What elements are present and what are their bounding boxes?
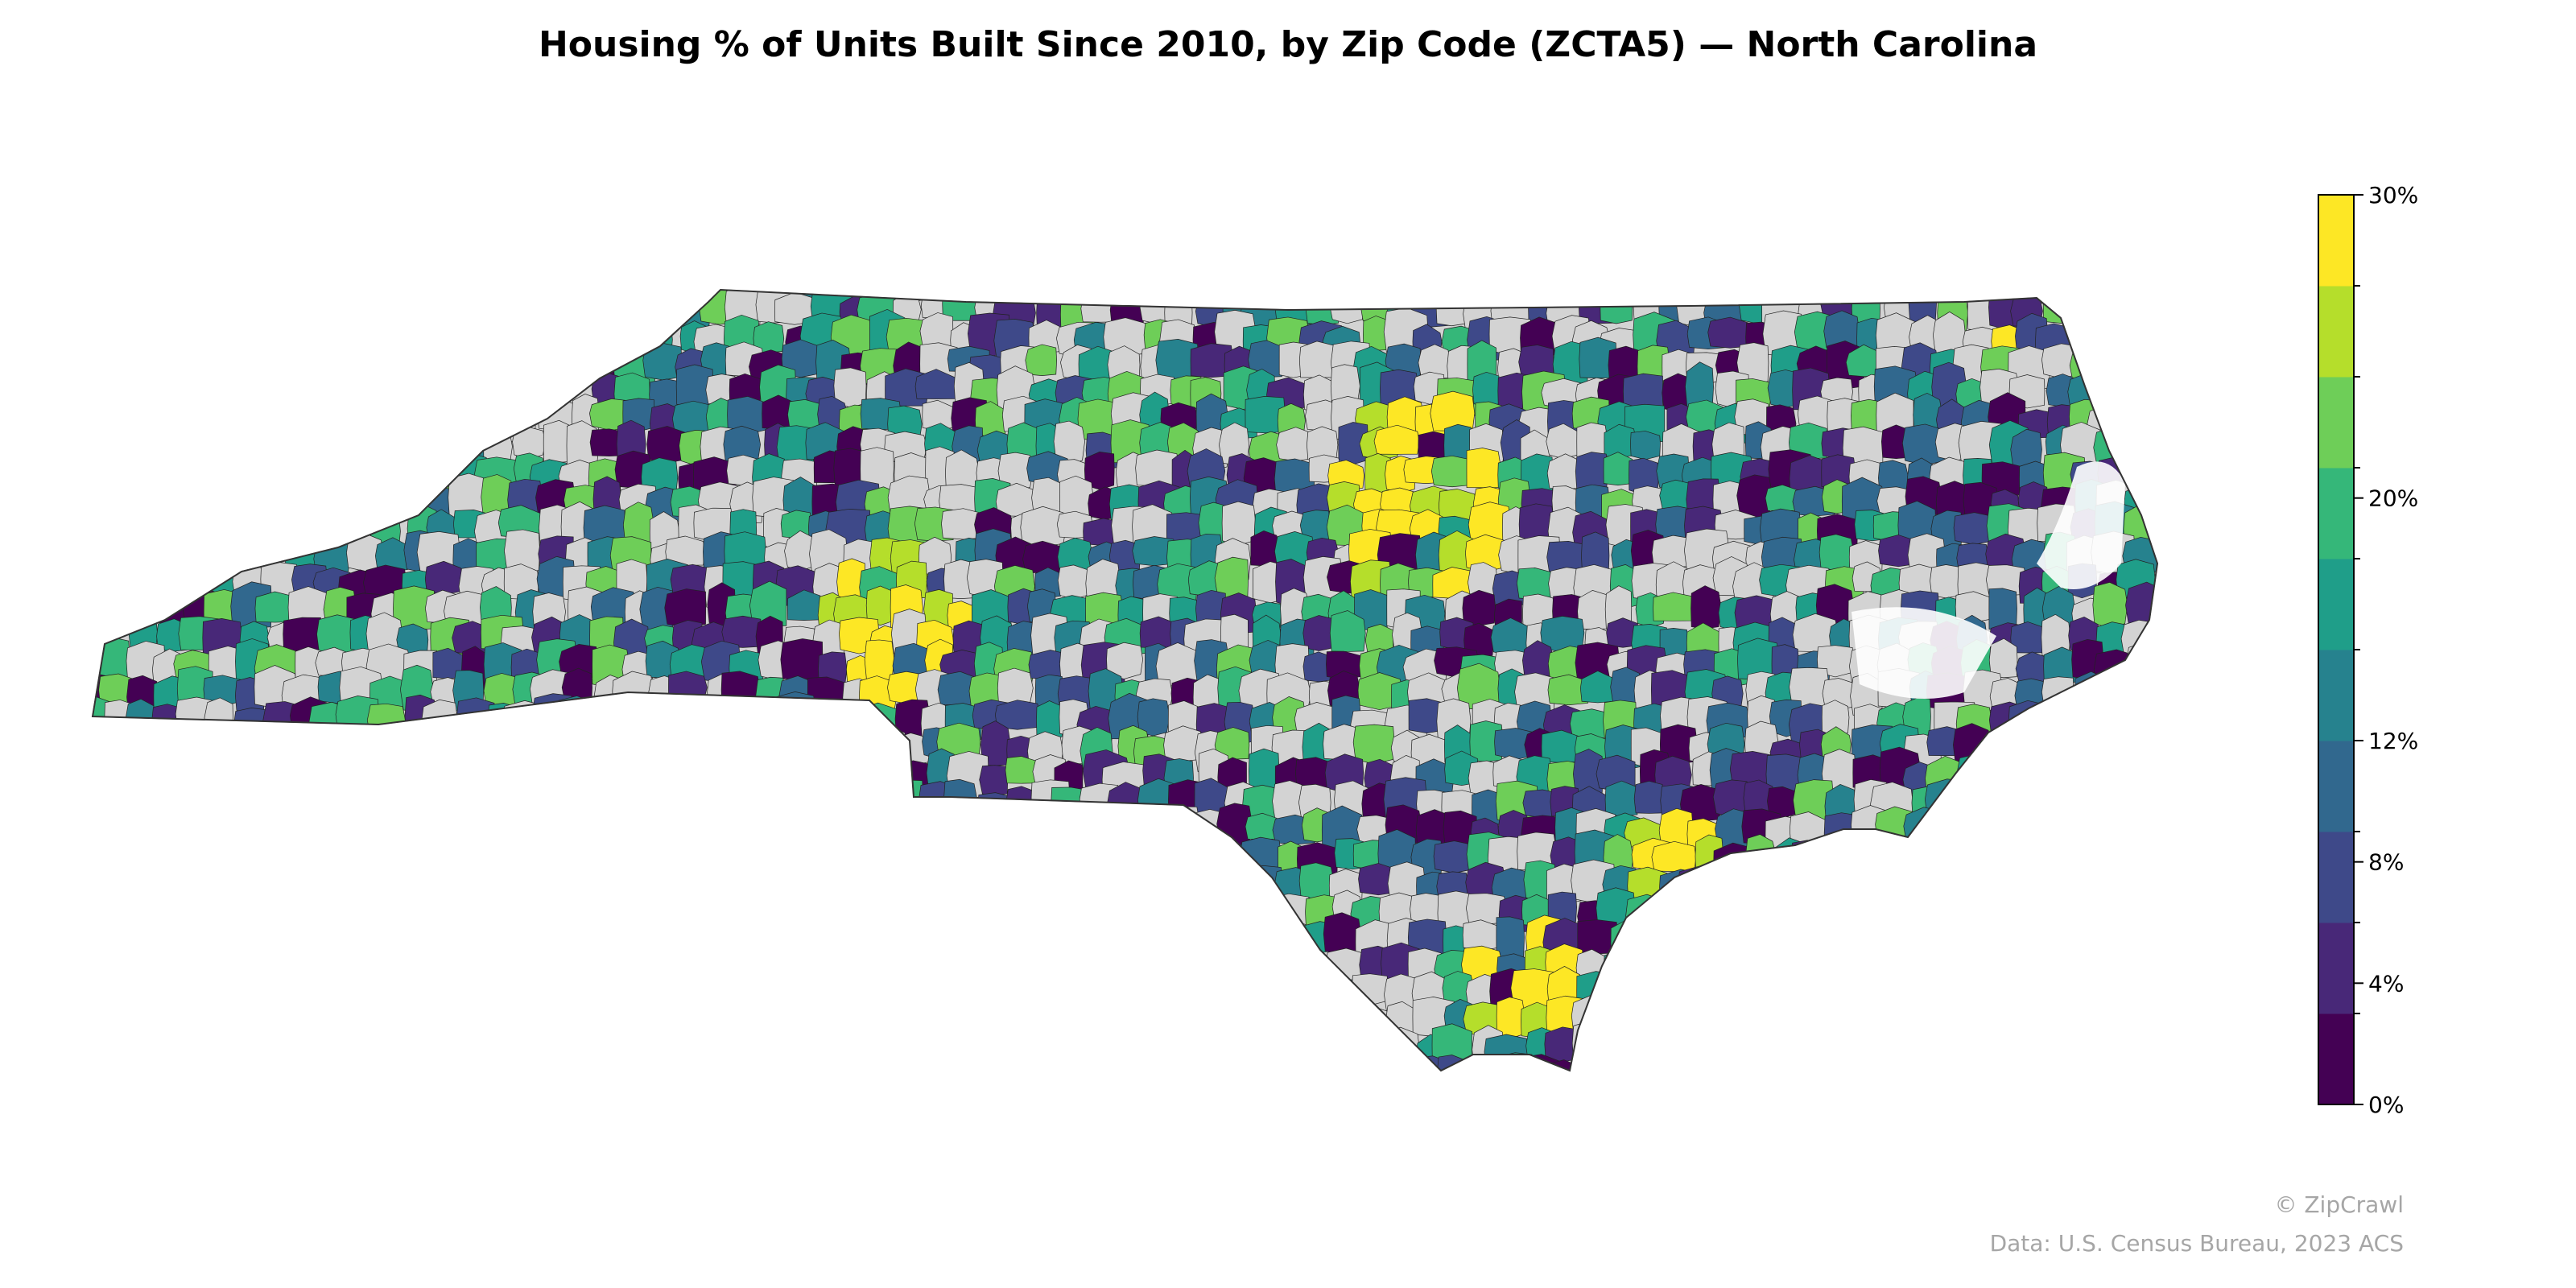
colorbar-tick-label: 20% (2368, 485, 2418, 512)
zcta-polygon (665, 535, 706, 566)
colorbar-bin (2318, 1013, 2354, 1105)
chart-title: Housing % of Units Built Since 2010, by … (538, 24, 2038, 65)
zcta-polygon (2092, 582, 2128, 629)
colorbar-bins (2318, 195, 2354, 1105)
zcta-polygon (1329, 610, 1366, 652)
colorbar-bin (2318, 377, 2354, 469)
zcta-polygon (1084, 452, 1115, 490)
zcta-polygon (1462, 589, 1496, 626)
zcta-polygon (1327, 460, 1364, 491)
zcta-polygon (1690, 585, 1722, 630)
colorbar-tick-label: 0% (2368, 1092, 2404, 1118)
colorbar-bin (2318, 559, 2354, 650)
zcta-polygon (664, 588, 707, 628)
zcta-polygon (1106, 642, 1143, 679)
zcta-polygon (1373, 424, 1420, 455)
colorbar-bin (2318, 650, 2354, 741)
zcta-polygon (1604, 780, 1638, 817)
colorbar-bin (2318, 923, 2354, 1014)
zcta-polygon (1025, 344, 1057, 376)
colorbar-tick-label: 12% (2368, 728, 2418, 754)
brand-credit: © ZipCrawl (2274, 1191, 2404, 1218)
zcta-polygon (1821, 700, 1850, 736)
sound-water (1852, 461, 2125, 699)
colorbar-bin (2318, 286, 2354, 378)
zcta-polygon (512, 427, 546, 460)
zcta-polygon (1630, 431, 1661, 460)
zcta-polygon (1988, 638, 2018, 679)
colorbar-ticks: 0% 4% 8% 12% 20% 30% (2354, 182, 2418, 1118)
zcta-polygon (749, 580, 787, 627)
zcta-polygon (1036, 700, 1064, 741)
colorbar-bin (2318, 195, 2354, 287)
zcta-polygon (1463, 622, 1494, 657)
zcta-polygon (1053, 420, 1085, 466)
colorbar-tick-label: 30% (2368, 182, 2418, 208)
zcta-polygon (1547, 674, 1589, 706)
colorbar-tick-label: 8% (2368, 849, 2404, 876)
colorbar-bin (2318, 832, 2354, 923)
source-credit: Data: U.S. Census Bureau, 2023 ACS (1989, 1230, 2404, 1257)
colorbar-tick-label: 4% (2368, 970, 2404, 997)
zcta-polygon (1248, 340, 1283, 378)
colorbar-bin (2318, 741, 2354, 832)
zcta-polygon (724, 290, 762, 328)
colorbar-bin (2318, 468, 2354, 559)
state-outline (91, 288, 2159, 1072)
zcta-polygon (997, 452, 1034, 491)
